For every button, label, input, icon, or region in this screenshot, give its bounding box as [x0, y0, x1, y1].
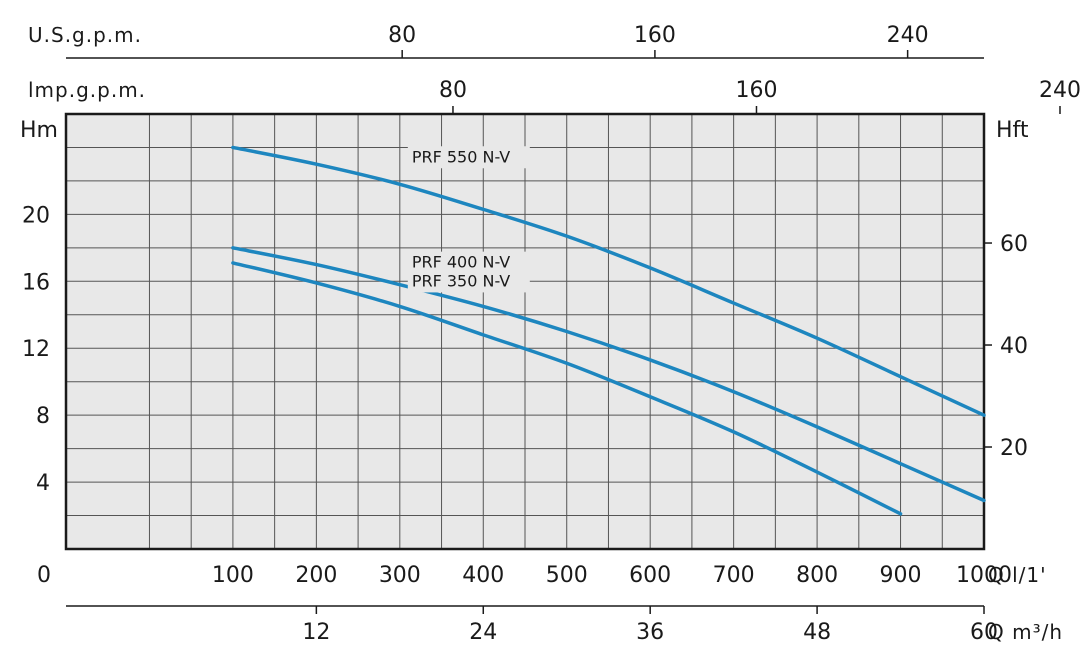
x-tick-label: 1000 [956, 563, 1012, 588]
impgpm-tick-label: 80 [439, 78, 467, 103]
usgpm-axis-label: U.S.g.p.m. [28, 23, 142, 47]
y-tick-label: 16 [22, 270, 50, 295]
bottom-axes: Q l/1' Q m³/h 12 24 36 48 60 [66, 563, 1063, 645]
curve-label-bg [407, 251, 530, 274]
x-tick-label: 700 [713, 563, 755, 588]
m3h-tick-label: 24 [469, 620, 497, 645]
curve-prf-550-n-v [231, 145, 986, 417]
curve-label: PRF 350 N-V [412, 271, 510, 290]
curve-prf-400-n-v [231, 246, 986, 503]
y-tick-label: 12 [22, 337, 50, 362]
x-tick-label: 600 [629, 563, 671, 588]
x-tick-label: 200 [295, 563, 337, 588]
grid-lines [66, 114, 984, 549]
x-tick-label: 900 [880, 563, 922, 588]
top-axes: U.S.g.p.m. lmp.g.p.m. 80 160 240 80 160 240 [28, 23, 1081, 114]
x-tick-label: 400 [462, 563, 504, 588]
m3h-tick-label: 12 [302, 620, 330, 645]
y-tick-label: 8 [36, 404, 50, 429]
impgpm-tick-label: 240 [1039, 78, 1081, 103]
y2-tick-label: 60 [1000, 232, 1028, 257]
usgpm-tick-label: 160 [634, 23, 676, 48]
curve-prf-350-n-v [231, 261, 903, 516]
usgpm-tick-label: 240 [887, 23, 929, 48]
x-axis-label: Q l/1' [988, 563, 1047, 587]
impgpm-axis-label: lmp.g.p.m. [28, 78, 146, 102]
y2-axis-label: Hft [996, 118, 1029, 143]
y-axis-label: Hm [20, 118, 58, 143]
x-tick-label: 300 [379, 563, 421, 588]
impgpm-tick-label: 160 [735, 78, 777, 103]
m3h-axis-label: Q m³/h [988, 620, 1063, 644]
usgpm-tick-label: 80 [388, 23, 416, 48]
x-tick-label: 0 [37, 563, 51, 588]
curve-label: PRF 550 N-V [412, 147, 510, 166]
m3h-tick-label: 60 [970, 620, 998, 645]
curve-label-bg [407, 270, 530, 293]
axis-labels: Hm Hft 0 100 200 300 400 500 600 700 800 900 1000 4… [20, 118, 1029, 588]
y2-tick-label: 20 [1000, 436, 1028, 461]
y-tick-label: 20 [22, 203, 50, 228]
curve-label: PRF 400 N-V [412, 253, 510, 272]
x-tick-label: 500 [546, 563, 588, 588]
y-tick-label: 4 [36, 471, 50, 496]
x-tick-label: 100 [212, 563, 254, 588]
m3h-tick-label: 36 [636, 620, 664, 645]
m3h-tick-label: 48 [803, 620, 831, 645]
y2-tick-label: 40 [1000, 334, 1028, 359]
x-tick-label: 800 [796, 563, 838, 588]
plot-frame [64, 112, 986, 551]
curve-label-bg [407, 146, 530, 169]
